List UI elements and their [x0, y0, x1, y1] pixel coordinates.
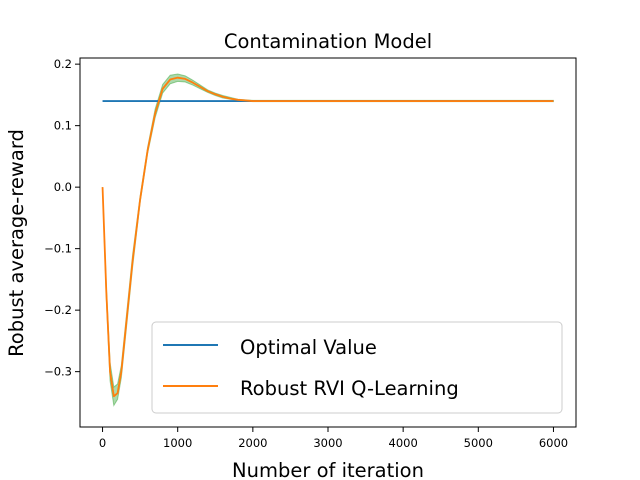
x-tick-label: 5000 [464, 436, 493, 450]
y-tick-label: −0.2 [44, 303, 72, 317]
legend-label-optimal-value: Optimal Value [240, 336, 377, 359]
chart-title: Contamination Model [224, 30, 432, 53]
x-tick-label: 0 [99, 436, 106, 450]
series-lines-layer [101, 76, 554, 398]
x-tick-label: 2000 [238, 436, 267, 450]
x-tick-label: 6000 [539, 436, 568, 450]
legend-box [151, 321, 563, 414]
legend-label-robust-rvi-q-learning: Robust RVI Q-Learning [240, 377, 459, 400]
legend: Optimal Value Robust RVI Q-Learning [151, 321, 563, 414]
robust-rvi-q-learning-line [101, 76, 554, 398]
y-axis-ticks: −0.3 −0.2 −0.1 0.0 0.1 0.2 [44, 57, 80, 379]
x-axis-label: Number of iteration [232, 459, 424, 480]
x-axis-ticks: 0 1000 2000 3000 4000 5000 6000 [99, 427, 568, 450]
y-tick-label: −0.1 [44, 242, 72, 256]
x-tick-label: 1000 [163, 436, 192, 450]
x-tick-label: 4000 [389, 436, 418, 450]
y-tick-label: 0.1 [54, 119, 72, 133]
x-tick-label: 3000 [313, 436, 342, 450]
y-axis-label: Robust average-reward [5, 129, 28, 357]
y-tick-label: 0.0 [54, 180, 72, 194]
y-tick-label: −0.3 [44, 365, 72, 379]
y-tick-label: 0.2 [54, 57, 72, 71]
